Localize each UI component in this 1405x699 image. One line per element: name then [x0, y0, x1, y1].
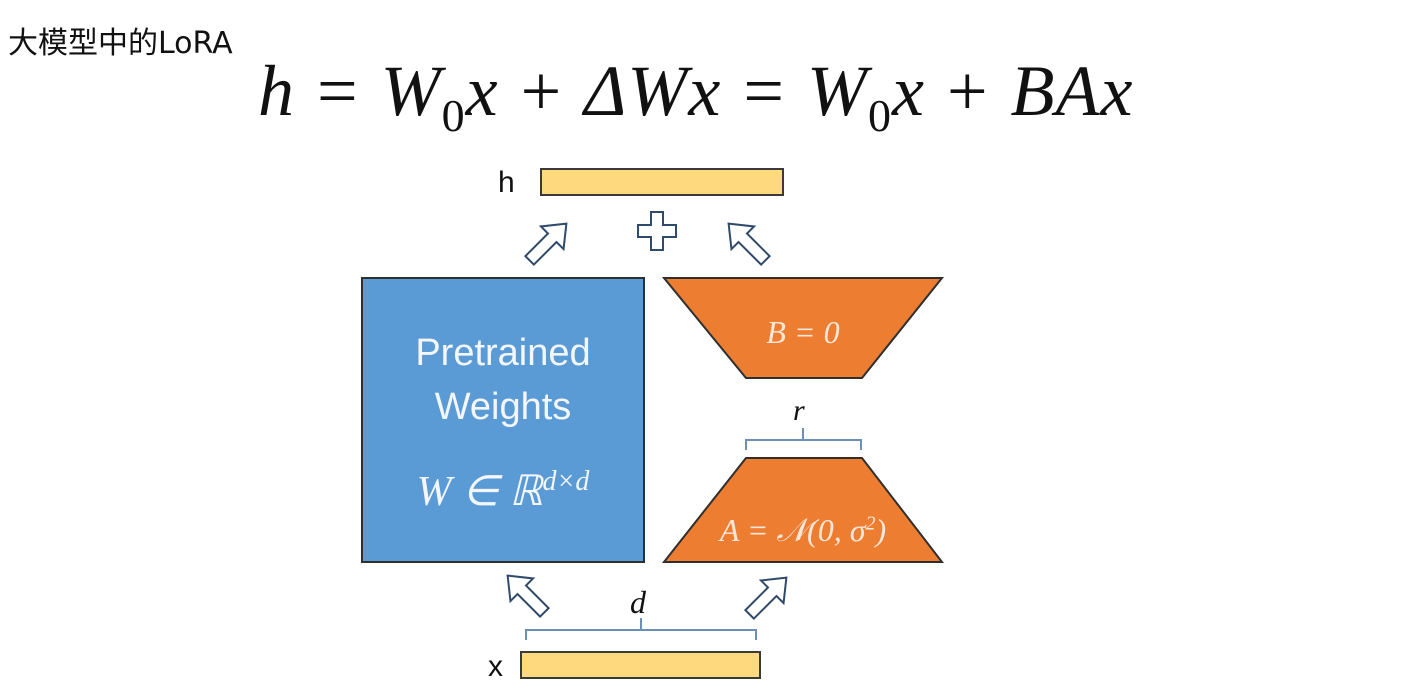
formula-w0: W: [806, 51, 868, 131]
formula-plus-2: +: [946, 51, 989, 131]
matrix-b-trapezoid: [661, 277, 945, 379]
weight-matrix-base: W ∈ ℝ: [416, 469, 543, 515]
output-label: h: [498, 166, 515, 199]
pretrained-line-1: Pretrained: [415, 332, 591, 374]
formula-x: x: [1100, 51, 1134, 131]
pretrained-weights-label: Pretrained Weights: [362, 326, 644, 434]
formula-h: h: [258, 51, 295, 131]
arrow-up-right-icon: [523, 222, 568, 267]
dimension-label: d: [630, 584, 646, 620]
formula-ba: BA: [1010, 51, 1101, 131]
formula-sub-0: 0: [441, 90, 466, 141]
formula-x: x: [891, 51, 925, 131]
plus-icon: [637, 211, 677, 251]
formula-equals-1: =: [317, 51, 359, 131]
dimension-bracket: [525, 618, 757, 640]
matrix-a-close: ): [875, 512, 887, 548]
input-vector-bar: [520, 651, 761, 679]
matrix-a-label: A = 𝒩(0, σ2): [664, 512, 942, 550]
matrix-a-base: A = 𝒩(0, σ: [719, 512, 866, 548]
formula-equals-2: =: [743, 51, 785, 131]
page-title: 大模型中的LoRA: [8, 26, 233, 61]
formula-sub-0: 0: [867, 90, 892, 141]
matrix-a-trapezoid: [661, 457, 945, 563]
pretrained-line-2: Weights: [434, 386, 572, 428]
formula-plus-1: +: [520, 51, 563, 131]
lora-formula: h = W0x + ΔWx = W0x + BAx: [258, 50, 1133, 142]
formula-x: x: [465, 51, 499, 131]
arrow-up-right-icon: [743, 576, 788, 621]
arrow-up-left-icon: [727, 222, 772, 267]
rank-label: r: [793, 394, 805, 427]
output-vector-bar: [540, 168, 784, 196]
matrix-b-label: B = 0: [766, 314, 840, 350]
pretrained-weights-block: [361, 277, 645, 563]
formula-w0: W: [380, 51, 442, 131]
formula-x: x: [688, 51, 722, 131]
weight-matrix-math: W ∈ ℝd×d: [362, 466, 644, 516]
formula-delta-w: ΔW: [584, 51, 689, 131]
arrow-up-left-icon: [506, 574, 551, 619]
rank-bracket: [745, 428, 862, 450]
weight-matrix-exponent: d×d: [542, 466, 590, 497]
matrix-a-exponent: 2: [865, 512, 876, 535]
input-label: x: [488, 650, 503, 683]
